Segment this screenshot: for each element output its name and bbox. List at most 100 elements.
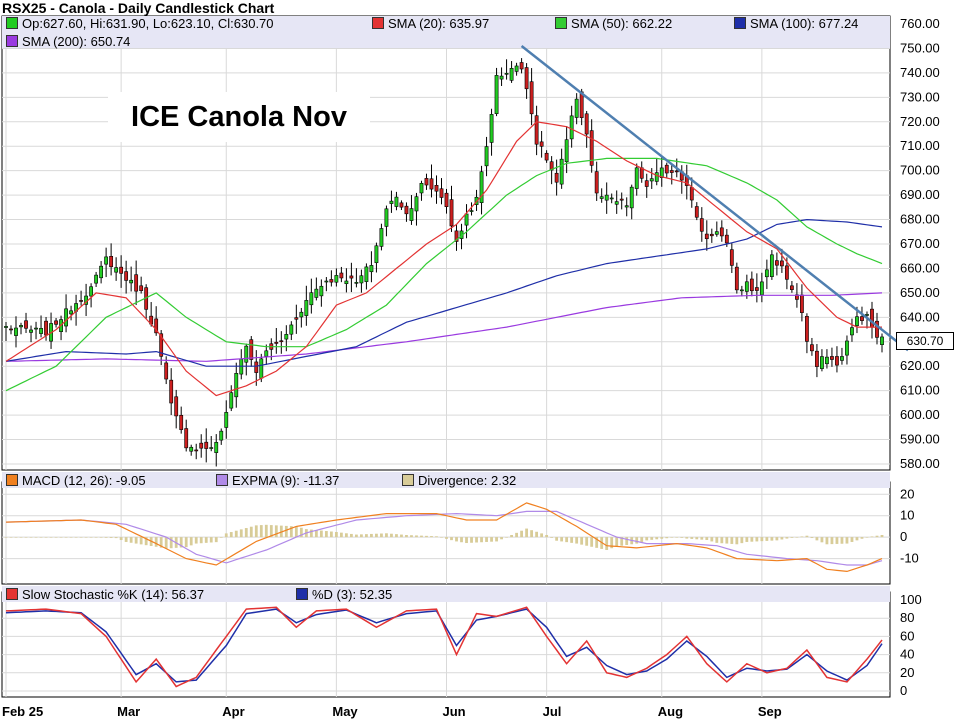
candle-body [369,265,374,273]
candle-body [865,314,869,316]
candle-body [739,289,744,292]
candle-body [544,152,549,161]
divergence-bar [575,537,579,544]
candle-body [164,362,169,380]
divergence-bar [490,537,493,542]
candle-body [404,205,409,215]
candle-body [805,316,809,342]
divergence-bar [79,537,83,538]
x-tick-label: Aug [658,704,683,719]
stoch-y-tick-label: 20 [900,665,914,680]
candle-body [114,267,119,273]
divergence-bar [635,537,639,544]
divergence-bar [209,537,213,543]
macd-y-tick-label: 10 [900,508,914,523]
candle-body [429,178,434,190]
candle-body [409,208,414,221]
divergence-bar [530,530,533,538]
divergence-bar [625,537,629,545]
divergence-bar [555,537,559,541]
candle-body [850,327,854,336]
stoch-panel-frame [1,591,891,698]
candle-body [724,234,729,244]
divergence-bar [229,532,233,538]
candle-body [564,139,569,163]
divergence-bar [365,534,368,538]
price-y-tick-label: 640.00 [900,309,940,324]
divergence-bar [219,537,223,538]
divergence-bar [420,535,423,538]
divergence-bar [9,537,13,538]
divergence-bar [845,537,849,544]
candle-body [329,279,334,283]
divergence-bar [169,537,173,549]
divergence-bar [370,533,373,538]
candle-body [609,197,614,200]
candle-body [24,320,28,329]
divergence-bar [775,537,779,541]
legend-sma200: SMA (200): 650.74 [6,34,130,49]
divergence-bar [620,537,624,546]
divergence-bar [595,537,599,548]
candle-body [749,278,754,292]
divergence-bar [244,528,248,538]
legend-macd: MACD (12, 26): -9.05 [6,473,146,488]
divergence-bar [745,537,749,542]
candle-body [539,141,544,147]
divergence-bar [119,537,123,541]
divergence-bar [224,533,228,538]
stoch-y-tick-label: 100 [900,592,922,607]
candle-body [209,447,214,449]
candle-body [499,75,504,80]
legend-sma200-text: SMA (200): 650.74 [22,34,131,49]
legend-sma50: SMA (50): 662.22 [555,16,672,31]
divergence-bar [34,537,38,538]
divergence-bar [440,537,443,538]
divergence-bar [645,537,649,541]
candle-body [759,281,764,296]
divergence-bar [319,530,323,538]
divergence-bar [179,537,183,548]
legend-swatch-sma20 [372,17,384,29]
candle-body [39,328,43,334]
legend-swatch-sma200 [6,35,18,47]
legend-swatch-macd [6,474,18,486]
candle-body [34,327,38,330]
candle-body [689,187,694,201]
candle-body [449,199,454,227]
candle-body [574,98,579,118]
candle-body [244,345,249,363]
divergence-bar [234,530,238,538]
candle-body [604,194,609,201]
divergence-bar [390,533,393,538]
legend-sma20-text: SMA (20): 635.97 [388,16,490,31]
price-y-tick-label: 650.00 [900,285,940,300]
divergence-bar [840,537,844,544]
divergence-bar [249,526,253,538]
legend-sma100-text: SMA (100): 677.24 [750,16,859,31]
divergence-bar [850,537,854,542]
candle-body [664,164,669,174]
price-y-tick-label: 710.00 [900,138,940,153]
divergence-bar [725,537,729,544]
divergence-bar [765,537,769,541]
candle-body [389,200,394,204]
candle-body [214,442,219,453]
divergence-bar [785,537,789,539]
divergence-bar [74,537,78,538]
candle-body [199,442,204,449]
legend-stoch-d-text: %D (3): 52.35 [312,587,393,602]
divergence-bar [334,532,338,538]
legend-swatch-stoch-k [6,588,18,600]
candle-body [529,81,534,115]
divergence-bar [580,537,584,545]
divergence-bar [560,537,564,542]
candle-body [374,245,379,264]
candle-body [264,350,269,357]
divergence-bar [164,537,168,549]
candle-body [289,324,294,335]
candle-body [800,294,804,313]
divergence-bar [550,537,554,538]
divergence-bar [465,537,468,544]
candle-body [349,275,354,279]
